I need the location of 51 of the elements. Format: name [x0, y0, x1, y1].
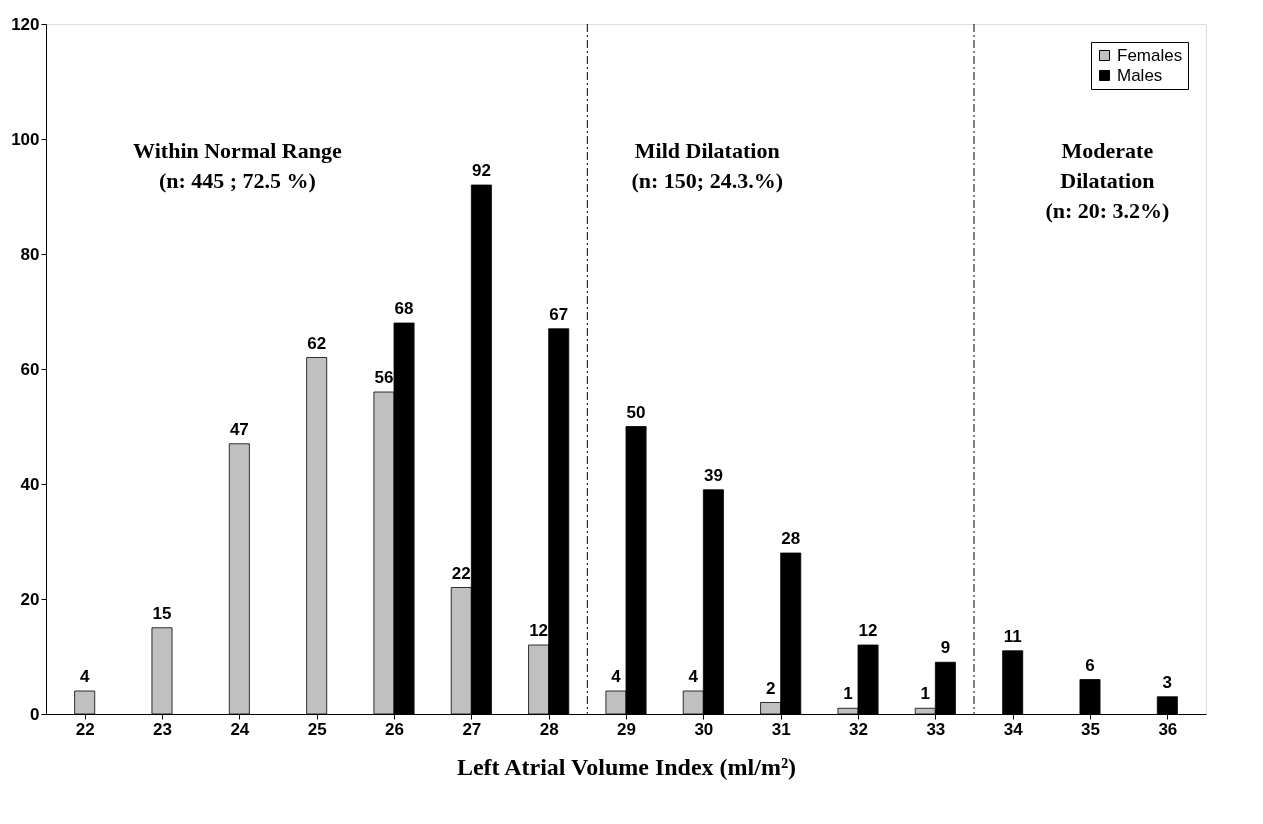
annotation: Moderate Dilatation (n: 20: 3.2%): [1045, 138, 1170, 224]
x-tick-label: 36: [1158, 719, 1178, 739]
x-axis-title: Left Atrial Volume Index (ml/m²): [456, 753, 797, 780]
data-label: 12: [529, 621, 549, 640]
x-tick-label: 24: [230, 719, 250, 739]
x-tick-label: 27: [462, 719, 482, 739]
y-tick-label: 0: [30, 704, 40, 724]
data-label: 39: [703, 465, 723, 485]
annotation: Within Normal Range (n: 445 ; 72.5 %): [133, 138, 342, 194]
y-tick-label: 60: [20, 359, 40, 379]
data-label: 11: [1003, 626, 1022, 646]
y-tick-label: 20: [20, 589, 40, 609]
y-tick-label: 100: [11, 129, 40, 149]
x-tick-label: 35: [1081, 719, 1100, 739]
data-label: 62: [307, 333, 327, 353]
data-label: 22: [451, 563, 471, 583]
x-tick-label: 32: [849, 719, 868, 739]
x-tick-label: 26: [385, 719, 404, 739]
x-tick-label: 22: [75, 719, 95, 739]
x-tick-label: 31: [771, 719, 791, 739]
x-tick-label: 25: [307, 719, 327, 739]
data-label: 92: [471, 161, 491, 180]
data-label: 50: [626, 402, 646, 422]
x-tick-label: 28: [539, 719, 559, 739]
data-label: 3: [1162, 672, 1173, 692]
data-label: 68: [394, 299, 414, 318]
data-label: 56: [374, 368, 394, 387]
data-label: 1: [920, 684, 931, 704]
x-tick-label: 29: [617, 719, 636, 739]
data-label: 4: [688, 667, 699, 686]
data-label: 4: [79, 667, 90, 686]
data-label: 12: [858, 621, 878, 640]
data-label: 1: [843, 684, 853, 704]
data-label: 28: [781, 529, 801, 548]
x-tick-label: 34: [1003, 719, 1024, 739]
data-label: 4: [611, 667, 622, 686]
data-label: 67: [549, 304, 569, 324]
y-tick-label: 80: [20, 244, 40, 264]
data-label: 2: [765, 678, 776, 698]
y-tick-label: 120: [11, 14, 40, 34]
x-tick-label: 33: [926, 719, 946, 739]
data-label: 15: [152, 603, 172, 623]
data-label: 47: [229, 419, 249, 439]
data-label: 9: [940, 638, 951, 658]
annotation: Mild Dilatation (n: 150; 24.3.%): [631, 138, 783, 194]
legend-label: Females: [1117, 45, 1183, 65]
data-label: 6: [1085, 655, 1095, 675]
y-tick-label: 40: [20, 474, 40, 494]
legend-label: Males: [1117, 65, 1163, 85]
x-tick-label: 30: [694, 719, 714, 739]
x-tick-label: 23: [153, 719, 172, 739]
